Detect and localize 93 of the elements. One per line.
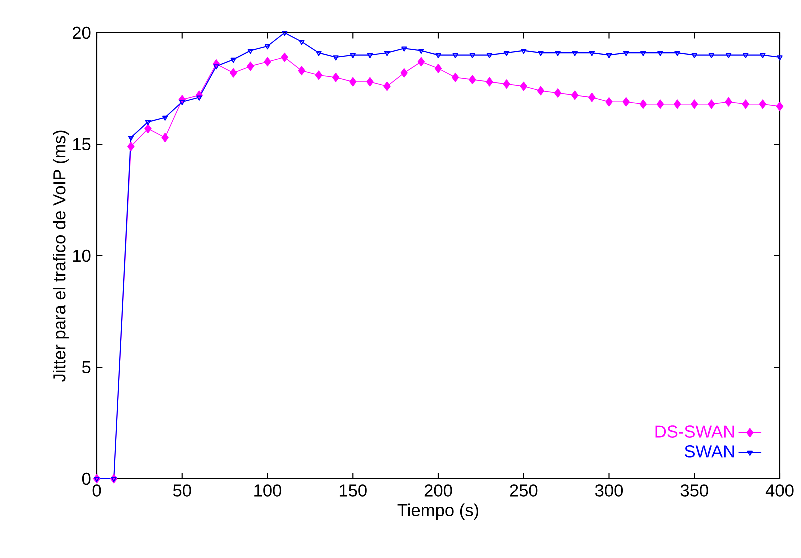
point	[230, 58, 236, 63]
point	[503, 80, 510, 89]
point	[554, 88, 562, 98]
point	[248, 48, 254, 54]
point	[537, 86, 545, 96]
point	[264, 57, 272, 67]
point	[588, 93, 596, 102]
point	[214, 64, 220, 70]
point	[692, 53, 698, 59]
point	[400, 68, 408, 78]
point	[418, 48, 424, 54]
point	[658, 51, 664, 56]
point	[606, 97, 613, 107]
y-tick-label: 20	[73, 26, 91, 40]
point	[366, 77, 374, 87]
point	[281, 52, 288, 62]
point	[538, 51, 544, 56]
point	[315, 70, 323, 80]
point	[504, 51, 510, 56]
point	[572, 51, 578, 56]
x-tick-label: 250	[510, 484, 538, 497]
point	[298, 66, 306, 76]
point	[656, 100, 664, 110]
point	[316, 51, 322, 56]
point	[144, 124, 152, 134]
point	[247, 62, 254, 72]
point	[384, 51, 390, 56]
point	[742, 100, 750, 110]
x-tick-label: 300	[595, 484, 624, 497]
point	[111, 477, 117, 482]
point	[469, 75, 476, 84]
point	[622, 97, 630, 107]
point	[402, 46, 408, 52]
point	[350, 53, 356, 59]
point	[708, 53, 715, 59]
point	[128, 136, 134, 142]
point	[282, 31, 288, 36]
y-axis-title: Jitter para el trafico de VoIP (ms)	[53, 130, 70, 382]
point	[333, 56, 339, 61]
x-tick-label: 200	[424, 484, 452, 497]
point	[743, 53, 749, 59]
point	[162, 133, 169, 142]
point	[572, 90, 579, 100]
point	[555, 51, 561, 56]
point	[128, 142, 135, 152]
point	[640, 51, 646, 56]
point	[180, 100, 186, 106]
point	[384, 82, 391, 92]
point	[452, 72, 460, 82]
point	[299, 40, 305, 46]
point	[470, 53, 476, 59]
point	[521, 48, 527, 54]
x-axis-title: Tiempo (s)	[398, 504, 479, 520]
point	[486, 53, 493, 59]
point	[725, 97, 732, 107]
point	[436, 53, 442, 59]
point	[759, 100, 767, 110]
point	[640, 100, 648, 110]
point	[589, 51, 596, 56]
point	[162, 116, 168, 121]
point	[418, 57, 426, 67]
x-tick-label: 400	[766, 484, 794, 497]
x-tick-label: 50	[173, 484, 192, 497]
x-tick-label: 350	[680, 484, 708, 497]
y-tick-label: 10	[73, 250, 91, 262]
y-tick-label: 0	[82, 472, 91, 486]
point	[230, 68, 238, 78]
x-tick-label: 150	[340, 484, 367, 497]
point	[674, 100, 682, 110]
y-tick-label: 15	[73, 138, 91, 151]
point	[196, 96, 202, 101]
point	[606, 53, 612, 59]
legend-label: SWAN	[685, 446, 734, 458]
point	[691, 100, 698, 110]
point	[332, 72, 340, 82]
point	[452, 53, 458, 59]
point	[264, 44, 271, 50]
point	[486, 77, 494, 87]
point	[520, 82, 528, 92]
point	[708, 100, 716, 110]
point	[674, 51, 680, 56]
y-tick-label: 5	[82, 361, 91, 374]
legend-label: DS-SWAN	[656, 426, 734, 438]
point	[350, 77, 357, 87]
point	[760, 53, 766, 59]
point	[776, 102, 784, 112]
x-tick-label: 100	[254, 484, 282, 497]
point	[367, 53, 374, 59]
point	[145, 120, 152, 126]
x-tick-label: 0	[92, 484, 102, 497]
point	[434, 64, 442, 74]
point	[726, 53, 732, 59]
point	[623, 51, 630, 56]
